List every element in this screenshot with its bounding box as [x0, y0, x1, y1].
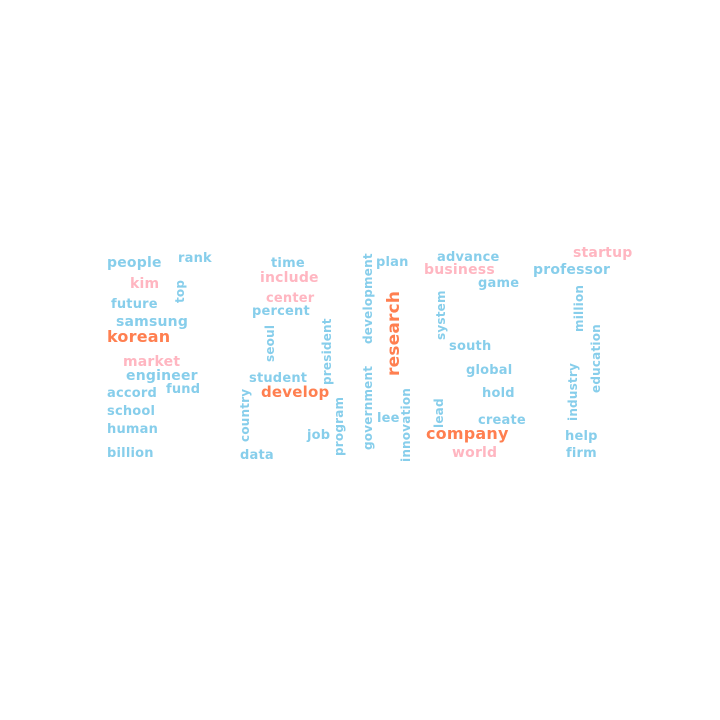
word-president: president: [320, 318, 334, 385]
word-hold: hold: [482, 386, 515, 401]
word-fund: fund: [166, 382, 201, 397]
word-game: game: [478, 276, 520, 291]
word-development: development: [361, 253, 375, 344]
word-kim: kim: [130, 276, 160, 292]
word-include: include: [260, 270, 319, 286]
word-south: south: [449, 339, 492, 354]
word-help: help: [565, 429, 598, 444]
word-system: system: [434, 290, 448, 340]
word-government: government: [361, 365, 375, 450]
word-school: school: [107, 404, 156, 419]
word-firm: firm: [566, 446, 597, 461]
word-lee: lee: [377, 411, 400, 426]
word-top: top: [173, 279, 187, 303]
word-industry: industry: [566, 362, 580, 421]
word-research: research: [384, 290, 404, 376]
word-billion: billion: [107, 446, 154, 461]
word-education: education: [589, 324, 603, 393]
word-plan: plan: [376, 255, 409, 270]
word-data: data: [240, 448, 274, 463]
word-startup: startup: [573, 245, 633, 261]
word-job: job: [307, 428, 331, 443]
word-innovation: innovation: [399, 388, 413, 462]
word-center: center: [266, 291, 315, 306]
word-company: company: [426, 424, 509, 443]
word-accord: accord: [107, 386, 158, 401]
word-korean: korean: [107, 327, 171, 346]
word-engineer: engineer: [126, 368, 198, 384]
word-percent: percent: [252, 304, 310, 319]
word-seoul: seoul: [263, 324, 277, 362]
word-million: million: [572, 284, 586, 332]
word-program: program: [332, 396, 346, 456]
word-market: market: [123, 354, 181, 370]
word-professor: professor: [533, 262, 611, 278]
word-create: create: [478, 413, 526, 428]
word-business: business: [424, 262, 495, 278]
word-global: global: [466, 363, 513, 378]
word-people: people: [107, 255, 162, 271]
word-rank: rank: [178, 251, 212, 266]
word-time: time: [271, 256, 305, 271]
word-human: human: [107, 422, 159, 437]
word-advance: advance: [437, 250, 500, 265]
word-student: student: [249, 371, 308, 386]
word-samsung: samsung: [116, 314, 189, 330]
word-world: world: [452, 445, 498, 461]
word-country: country: [238, 388, 252, 442]
word-future: future: [111, 297, 158, 312]
word-develop: develop: [261, 383, 330, 401]
